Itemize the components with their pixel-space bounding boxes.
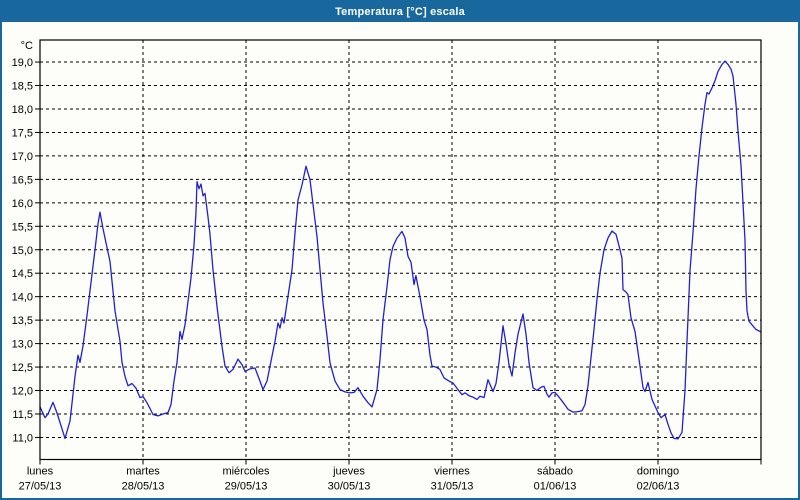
y-axis-tick-label: 13,0 xyxy=(12,339,33,351)
x-axis-day-name: domingo xyxy=(637,466,679,478)
x-axis-day-name: sábado xyxy=(537,466,573,478)
y-axis-tick-label: 12,0 xyxy=(12,386,33,398)
temperature-line xyxy=(39,60,762,440)
y-axis-tick-label: 16,0 xyxy=(12,198,33,210)
y-axis-unit-label: °C xyxy=(21,40,33,52)
y-axis-tick-label: 17,0 xyxy=(12,151,33,163)
y-axis-tick-label: 14,5 xyxy=(12,268,33,280)
y-axis-tick-label: 13,5 xyxy=(12,315,33,327)
x-axis-day-name: martes xyxy=(126,466,160,478)
x-axis-day-date: 02/06/13 xyxy=(637,481,680,493)
chart-title: Temperatura [°C] escala xyxy=(335,6,465,18)
x-axis-day-name: viernes xyxy=(434,466,470,478)
title-bar: Temperatura [°C] escala xyxy=(2,2,798,22)
y-axis-tick-label: 11,0 xyxy=(12,432,33,444)
x-axis-day-date: 30/05/13 xyxy=(328,481,371,493)
y-axis-tick-label: 14,0 xyxy=(12,292,33,304)
x-axis-day-date: 01/06/13 xyxy=(534,481,577,493)
y-axis-tick-label: 17,5 xyxy=(12,127,33,139)
x-axis-day-date: 31/05/13 xyxy=(431,481,474,493)
y-axis-tick-label: 19,0 xyxy=(12,57,33,69)
x-axis-day-name: miércoles xyxy=(222,466,270,478)
y-axis-tick-label: 18,5 xyxy=(12,81,33,93)
x-axis-day-date: 27/05/13 xyxy=(19,481,62,493)
x-axis-day-date: 29/05/13 xyxy=(225,481,268,493)
y-axis-tick-label: 16,5 xyxy=(12,174,33,186)
y-axis-tick-label: 15,0 xyxy=(12,245,33,257)
y-axis-tick-label: 18,0 xyxy=(12,104,33,116)
y-axis-tick-label: 12,5 xyxy=(12,362,33,374)
y-axis-tick-label: 11,5 xyxy=(12,409,33,421)
x-axis-day-name: jueves xyxy=(332,466,365,478)
x-axis-day-date: 28/05/13 xyxy=(122,481,165,493)
x-axis-day-name: lunes xyxy=(27,466,54,478)
y-axis-tick-label: 15,5 xyxy=(12,221,33,233)
